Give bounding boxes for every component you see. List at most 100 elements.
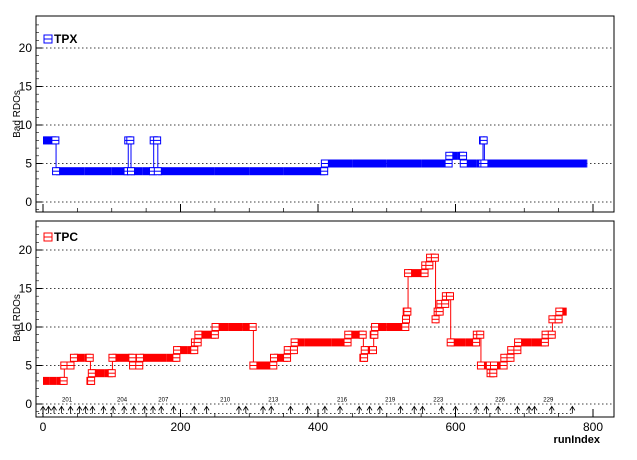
tpx-y-ticks: 0 5 10 15 20 <box>19 24 594 212</box>
data-band <box>253 361 263 370</box>
data-band <box>47 136 49 145</box>
run-marker <box>304 405 311 414</box>
data-band <box>263 361 274 370</box>
data-band <box>46 136 48 145</box>
data-band <box>463 159 477 168</box>
data-band <box>180 167 215 176</box>
run-annotation: 204 <box>117 397 128 403</box>
data-band <box>294 338 305 347</box>
run-marker <box>191 405 198 414</box>
run-marker <box>45 405 52 414</box>
tpc-legend-label: TPC <box>54 230 78 244</box>
run-marker <box>526 405 532 414</box>
x-tick-label: 600 <box>445 420 465 434</box>
run-annotation: 201 <box>62 397 73 403</box>
run-marker <box>150 405 156 414</box>
tpc-panel: 0 5 10 15 20 0 200 400 600 800 201 204 207 210 213 21… <box>12 220 615 446</box>
run-marker <box>121 405 127 414</box>
data-band <box>408 269 422 278</box>
y-tick-label: 5 <box>25 157 32 171</box>
run-marker <box>337 405 343 414</box>
run-marker <box>58 405 65 414</box>
run-annotation: 216 <box>337 397 348 403</box>
run-marker <box>483 405 490 414</box>
run-annotation: 226 <box>495 397 506 403</box>
tpc-y-axis-label: Bad RDOs <box>12 294 23 342</box>
run-marker <box>40 405 46 414</box>
run-marker <box>397 405 404 414</box>
run-marker <box>260 405 266 414</box>
y-tick-label: 10 <box>19 118 33 132</box>
run-marker <box>419 405 426 414</box>
data-band <box>73 353 85 362</box>
data-band <box>274 353 284 362</box>
y-tick-label: 15 <box>19 80 33 94</box>
data-band <box>386 323 401 331</box>
data-band <box>45 136 47 145</box>
run-annotation: 213 <box>268 397 279 403</box>
data-band <box>465 338 477 347</box>
tpc-run-annotations: 201 204 207 210 213 216 219 223 226 229 <box>38 397 576 414</box>
tpx-frame <box>35 15 615 213</box>
tpc-x-ticks: 0 200 400 600 800 <box>40 409 603 434</box>
y-tick-label: 5 <box>25 359 32 373</box>
data-band <box>44 136 46 145</box>
tpc-legend: TPC <box>43 230 78 244</box>
data-band <box>283 167 318 176</box>
run-marker <box>110 405 116 414</box>
run-marker <box>473 405 479 414</box>
run-annotation: 229 <box>543 397 554 403</box>
run-marker <box>548 405 555 414</box>
run-marker <box>531 405 538 414</box>
x-tick-label: 400 <box>308 420 328 434</box>
data-band <box>518 338 532 347</box>
run-marker <box>67 405 74 414</box>
y-tick-label: 20 <box>19 243 33 257</box>
x-tick-label: 800 <box>583 420 603 434</box>
data-band <box>177 346 188 355</box>
run-marker <box>366 405 373 414</box>
run-marker <box>356 405 363 414</box>
data-band <box>49 136 52 145</box>
data-band <box>153 353 167 362</box>
data-band <box>228 323 243 331</box>
tpx-legend-label: TPX <box>54 32 77 46</box>
data-band <box>375 323 387 331</box>
data-band <box>139 353 153 362</box>
data-band <box>48 136 50 145</box>
run-marker <box>322 405 328 414</box>
run-marker <box>82 405 89 414</box>
data-band <box>352 159 387 168</box>
x-axis-label: runIndex <box>554 434 601 446</box>
tpx-legend: TPX <box>43 32 77 46</box>
run-marker <box>438 405 445 414</box>
data-band <box>531 338 545 347</box>
run-annotation: 223 <box>433 397 444 403</box>
data-band <box>421 159 449 168</box>
data-band <box>142 167 153 176</box>
tpx-y-axis-label: Bad RDOs <box>12 90 23 138</box>
data-band <box>484 159 511 168</box>
y-tick-label: 20 <box>19 41 33 55</box>
data-band <box>324 159 353 168</box>
run-marker <box>569 405 576 414</box>
data-band <box>565 307 567 316</box>
run-marker <box>495 405 501 414</box>
tpc-series <box>43 253 567 385</box>
data-band <box>112 353 126 362</box>
tpc-frame <box>35 220 615 418</box>
run-annotation: 207 <box>158 397 169 403</box>
data-band <box>43 136 45 145</box>
y-tick-label: 10 <box>19 320 33 334</box>
data-band <box>510 159 538 168</box>
data-band <box>331 338 346 347</box>
data-band <box>49 376 57 385</box>
x-tick-label: 200 <box>170 420 190 434</box>
run-marker <box>268 405 275 414</box>
run-annotation: 210 <box>220 397 231 403</box>
run-marker <box>242 405 249 414</box>
run-marker <box>130 405 137 414</box>
data-band <box>157 167 181 176</box>
